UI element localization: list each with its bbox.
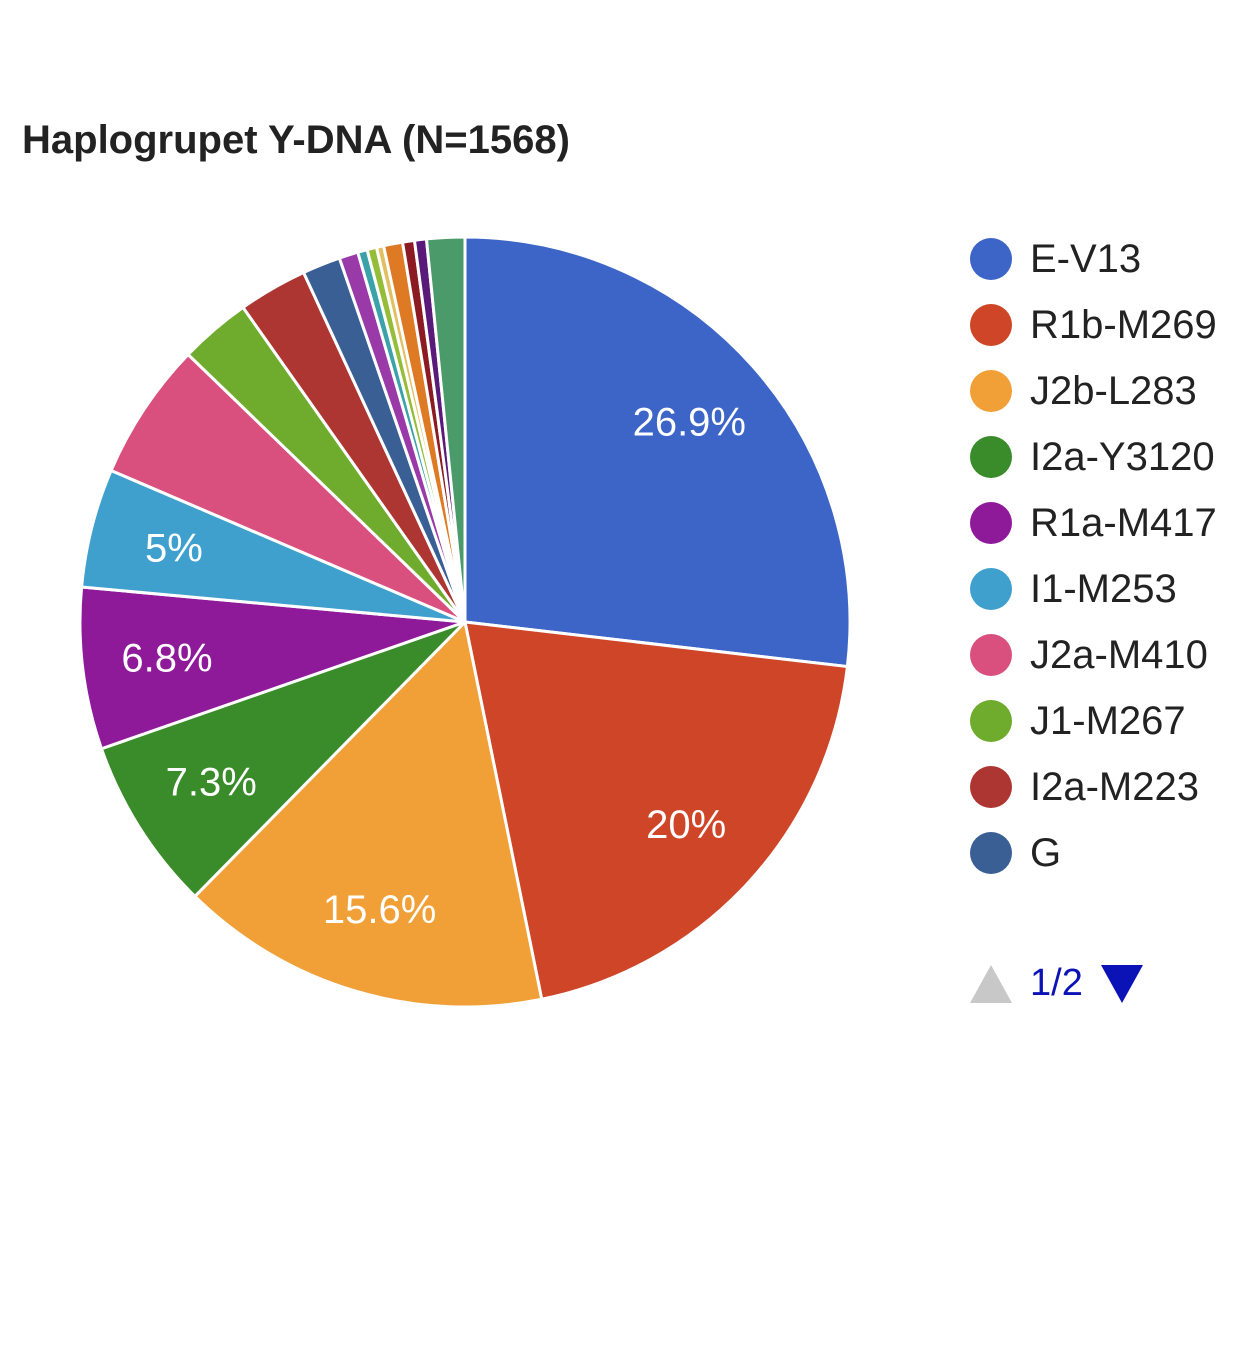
legend-item[interactable]: I1-M253 [970, 556, 1217, 622]
legend-label: J1-M267 [1030, 698, 1186, 743]
pie-slice-18[interactable] [424, 235, 467, 623]
legend-label: I2a-M223 [1030, 764, 1199, 809]
legend-label: I2a-Y3120 [1030, 434, 1215, 479]
slice-label-5: 6.8% [121, 637, 212, 681]
pager-up-icon[interactable] [970, 964, 1012, 1003]
pie-slice-5[interactable] [78, 585, 466, 751]
pie-slice-labels: 26.9% 20% 15.6% 7.3% 6.8% 5% [121, 400, 746, 932]
pie-slice-3[interactable] [192, 618, 544, 1009]
legend-label: J2b-L283 [1030, 368, 1197, 413]
legend-swatch-icon [970, 502, 1012, 544]
legend-item[interactable]: J2a-M410 [970, 622, 1217, 688]
legend-label: J2a-M410 [1030, 632, 1208, 677]
legend-swatch-icon [970, 700, 1012, 742]
legend-swatch-icon [970, 832, 1012, 874]
pie-slices [78, 235, 852, 1009]
legend-swatch-icon [970, 436, 1012, 478]
pager-down-icon[interactable] [1100, 964, 1143, 1003]
legend-swatch-icon [970, 766, 1012, 808]
slice-label-6: 5% [145, 526, 203, 570]
legend-label: G [1030, 830, 1062, 875]
pie-slice-7[interactable] [109, 352, 467, 624]
slice-label-3: 15.6% [323, 888, 436, 932]
legend-item[interactable]: G [970, 820, 1217, 886]
pie-slice-4[interactable] [99, 620, 467, 899]
legend-label: R1a-M417 [1030, 500, 1217, 545]
legend-item[interactable]: I2a-Y3120 [970, 424, 1217, 490]
legend-label: I1-M253 [1030, 566, 1177, 611]
legend-item[interactable]: J2b-L283 [970, 358, 1217, 424]
legend-pager: 1/2 [970, 962, 1143, 1005]
pager-page-indicator: 1/2 [1030, 962, 1083, 1004]
legend-item[interactable]: R1b-M269 [970, 292, 1217, 358]
slice-label-2: 20% [646, 803, 726, 847]
legend-swatch-icon [970, 238, 1012, 280]
legend-swatch-icon [970, 634, 1012, 676]
legend-label: R1b-M269 [1030, 302, 1217, 347]
legend-swatch-icon [970, 304, 1012, 346]
slice-label-1: 26.9% [633, 400, 746, 444]
legend-item[interactable]: I2a-M223 [970, 754, 1217, 820]
pie-slice-1[interactable] [463, 235, 852, 669]
legend-swatch-icon [970, 370, 1012, 412]
slice-label-4: 7.3% [166, 761, 257, 805]
legend-item[interactable]: J1-M267 [970, 688, 1217, 754]
legend-item[interactable]: R1a-M417 [970, 490, 1217, 556]
legend-swatch-icon [970, 568, 1012, 610]
legend: E-V13 R1b-M269 J2b-L283 I2a-Y3120 R1a-M417 I1… [970, 226, 1217, 886]
legend-item[interactable]: E-V13 [970, 226, 1217, 292]
legend-label: E-V13 [1030, 236, 1142, 281]
chart-title: Haplogrupet Y-DNA (N=1568) [22, 118, 570, 162]
pie-slice-2[interactable] [463, 620, 850, 1002]
